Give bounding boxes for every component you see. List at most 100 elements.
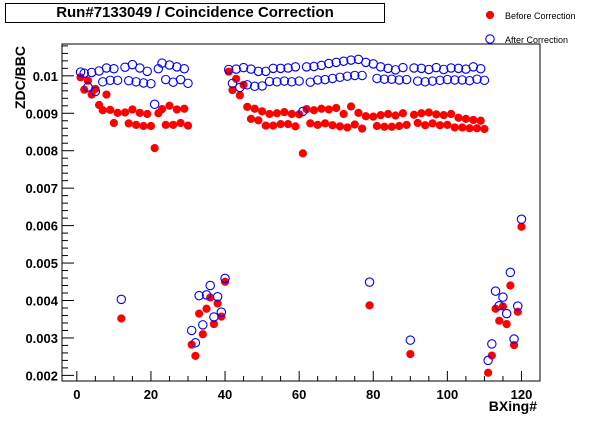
before-correction-point — [417, 109, 426, 118]
after-correction-point — [179, 63, 190, 74]
before-correction-point — [220, 277, 230, 286]
before-correction-point — [106, 105, 115, 115]
after-correction-point — [186, 325, 197, 336]
before-correction-point — [465, 124, 474, 133]
before-correction-point — [120, 108, 130, 117]
before-correction-point — [180, 104, 189, 113]
before-correction-point — [235, 91, 244, 100]
before-correction-point — [428, 119, 437, 128]
before-correction-point — [328, 121, 337, 130]
before-correction-point — [254, 116, 263, 125]
before-correction-point — [265, 109, 274, 119]
after-correction-point — [361, 57, 371, 68]
before-correction-point — [369, 112, 378, 121]
before-correction-point — [380, 122, 389, 131]
before-correction-point — [172, 105, 181, 114]
before-correction-point — [454, 113, 463, 122]
y-tick-label: 0.006 — [25, 219, 58, 234]
after-correction-point — [501, 308, 512, 319]
x-tick-label: 20 — [144, 387, 158, 402]
y-tick-label: 0.007 — [25, 181, 58, 196]
after-correction-point — [275, 63, 286, 74]
before-correction-point — [165, 101, 174, 110]
x-tick-label: 120 — [511, 387, 533, 402]
after-correction-point — [335, 72, 345, 83]
before-correction-point — [391, 111, 400, 120]
before-correction-point — [283, 120, 293, 129]
after-correction-point — [338, 56, 349, 66]
x-tick-label: 40 — [218, 387, 232, 402]
before-correction-point — [443, 120, 452, 129]
after-correction-point — [450, 75, 460, 85]
before-correction-point — [450, 123, 459, 132]
before-correction-point — [224, 67, 233, 76]
after-correction-point — [216, 307, 227, 317]
before-correction-point — [517, 222, 526, 231]
before-correction-point — [324, 105, 333, 114]
after-correction-point — [394, 75, 404, 85]
after-correction-point — [438, 64, 449, 75]
after-correction-point — [442, 74, 453, 85]
before-correction-point — [484, 368, 493, 377]
after-correction-point — [475, 63, 486, 74]
before-correction-point — [161, 120, 170, 129]
after-correction-point — [324, 58, 334, 69]
before-correction-point — [291, 122, 300, 131]
before-correction-point — [143, 109, 152, 119]
x-axis-label: BXing# — [489, 398, 537, 414]
after-correction-point — [301, 62, 312, 72]
before-correction-point — [128, 105, 137, 114]
before-correction-point — [250, 104, 259, 113]
after-correction-point — [346, 55, 356, 65]
after-correction-point — [257, 81, 267, 91]
before-correction-point — [280, 108, 289, 117]
after-correction-point — [331, 57, 341, 68]
y-axis-label: ZDC/BBC — [12, 46, 28, 109]
before-correction-point — [387, 122, 396, 131]
after-correction-point — [398, 62, 408, 73]
after-correction-point — [298, 106, 308, 117]
before-correction-point — [339, 109, 348, 119]
y-tick-label: 0.009 — [25, 106, 58, 121]
after-correction-point — [516, 214, 527, 224]
before-correction-point — [413, 118, 422, 128]
after-correction-point — [75, 67, 86, 77]
after-correction-point — [109, 63, 119, 74]
after-correction-point — [172, 62, 182, 72]
after-correction-point — [483, 355, 493, 366]
before-correction-point — [269, 121, 278, 130]
before-correction-point — [469, 115, 478, 125]
after-correction-point — [487, 339, 497, 349]
before-correction-point — [309, 106, 319, 115]
after-correction-point — [479, 75, 490, 86]
after-correction-point — [372, 73, 382, 84]
after-correction-point — [513, 301, 523, 311]
after-correction-point — [283, 63, 293, 73]
before-correction-point — [183, 121, 193, 130]
y-tick-label: 0.004 — [25, 293, 58, 308]
after-correction-point — [342, 71, 353, 81]
x-tick-label: 60 — [292, 387, 306, 402]
after-correction-point — [409, 63, 419, 73]
y-tick-label: 0.002 — [25, 368, 58, 383]
after-correction-point — [112, 75, 123, 86]
before-correction-point — [421, 121, 430, 130]
after-correction-point — [194, 290, 204, 301]
y-tick-label: 0.005 — [25, 256, 58, 271]
after-correction-point — [290, 62, 301, 72]
before-correction-point — [132, 120, 141, 129]
before-correction-point — [461, 114, 470, 123]
before-correction-point — [83, 76, 93, 85]
before-correction-point — [350, 120, 359, 129]
axis-ticks: 0 20 40 60 80 100 120 0.002 0.003 0.004 0.005 0.006… — [25, 45, 533, 402]
before-correction-point — [502, 319, 511, 329]
after-correction-point — [401, 74, 412, 85]
before-correction-point — [361, 112, 370, 121]
before-correction-point — [458, 123, 467, 132]
after-correction-point — [101, 63, 112, 73]
y-tick-label: 0.008 — [25, 144, 58, 159]
before-correction-point — [424, 108, 433, 117]
before-correction-point — [365, 301, 374, 310]
before-correction-point — [150, 143, 159, 153]
after-correction-point — [446, 63, 456, 73]
